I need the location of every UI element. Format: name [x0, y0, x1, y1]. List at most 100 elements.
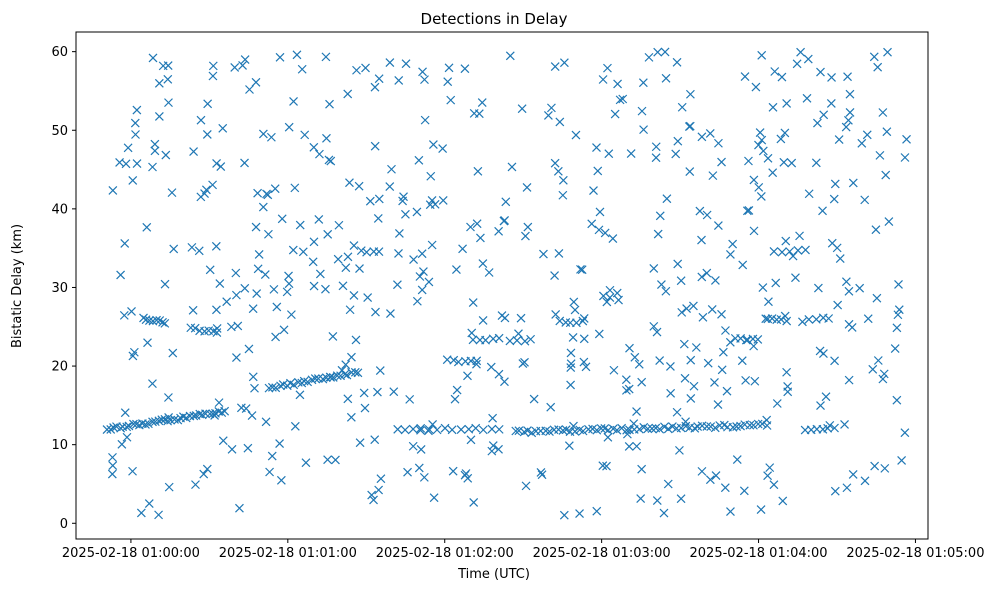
data-point [726, 507, 735, 517]
data-point [900, 153, 910, 162]
data-point [697, 235, 706, 245]
data-point [235, 503, 244, 513]
data-point [276, 475, 286, 485]
data-point [265, 467, 275, 477]
data-point [416, 425, 425, 435]
data-point [833, 300, 843, 310]
data-point [743, 335, 752, 345]
data-point [164, 413, 174, 422]
data-point [150, 139, 160, 149]
data-point [764, 297, 773, 307]
data-point [440, 423, 450, 433]
data-point [763, 153, 773, 163]
data-point [252, 289, 262, 298]
data-point [558, 190, 568, 200]
data-point [359, 388, 369, 398]
data-point [214, 398, 224, 408]
data-point [685, 89, 695, 99]
data-point [637, 464, 647, 474]
data-point [686, 394, 696, 403]
data-point [875, 150, 885, 160]
data-point [444, 63, 454, 73]
data-point [393, 424, 403, 434]
data-point [472, 356, 482, 366]
data-point [753, 419, 763, 429]
data-point [127, 306, 136, 316]
data-point [374, 485, 384, 495]
data-point [771, 278, 781, 288]
data-point [478, 316, 488, 325]
data-point [702, 422, 712, 431]
data-point [844, 115, 853, 125]
data-point [424, 277, 434, 287]
data-point [813, 118, 822, 128]
data-point [655, 356, 665, 365]
data-point [717, 157, 726, 167]
data-point [370, 435, 380, 445]
data-point [337, 365, 347, 375]
data-point [116, 270, 126, 280]
data-point [202, 464, 212, 474]
data-point [602, 461, 611, 471]
data-point [469, 498, 479, 507]
data-point [512, 335, 522, 345]
data-point [494, 444, 503, 454]
data-point [370, 82, 380, 92]
data-point [679, 339, 689, 349]
data-point [290, 183, 300, 193]
data-point [212, 305, 221, 315]
data-point [636, 494, 646, 504]
data-point [389, 387, 399, 397]
data-point [474, 109, 484, 119]
data-point [757, 50, 767, 60]
data-point [710, 378, 719, 387]
data-point [141, 315, 151, 325]
data-point [120, 408, 130, 418]
data-point [818, 206, 827, 216]
data-point [610, 109, 620, 119]
data-point [158, 61, 168, 71]
data-point [603, 432, 613, 442]
data-point [516, 313, 526, 323]
data-point [394, 76, 404, 85]
data-point [352, 65, 361, 75]
data-point [338, 281, 348, 291]
data-point [736, 333, 746, 343]
data-point [122, 422, 132, 432]
data-point [345, 178, 354, 188]
data-point [722, 386, 732, 396]
data-point [595, 207, 605, 217]
data-point [248, 372, 258, 382]
data-point [559, 58, 569, 68]
data-point [346, 412, 356, 422]
data-point [860, 476, 870, 486]
data-point [449, 355, 459, 365]
data-point [240, 283, 250, 293]
data-point [261, 417, 271, 427]
data-point [555, 117, 565, 127]
data-point [326, 156, 336, 166]
data-point [569, 421, 578, 431]
data-point [163, 74, 173, 84]
data-point [463, 371, 472, 381]
data-point [523, 426, 532, 435]
y-tick-label: 0 [60, 517, 68, 532]
data-point [873, 62, 883, 72]
data-point [634, 359, 644, 369]
data-point [191, 480, 200, 490]
data-point [310, 374, 320, 383]
data-point [738, 260, 748, 270]
data-point [284, 122, 294, 132]
data-point [680, 373, 690, 383]
data-point [453, 357, 463, 367]
data-point [210, 411, 220, 420]
data-point [612, 288, 622, 298]
data-point [456, 425, 466, 434]
data-point [598, 461, 608, 471]
data-point [713, 400, 723, 409]
data-point [343, 89, 353, 99]
data-point [152, 315, 161, 325]
data-point [547, 103, 556, 113]
x-axis: 2025-02-18 01:00:00 2025-02-18 01:01:00 20… [62, 539, 984, 561]
data-point [782, 367, 792, 377]
